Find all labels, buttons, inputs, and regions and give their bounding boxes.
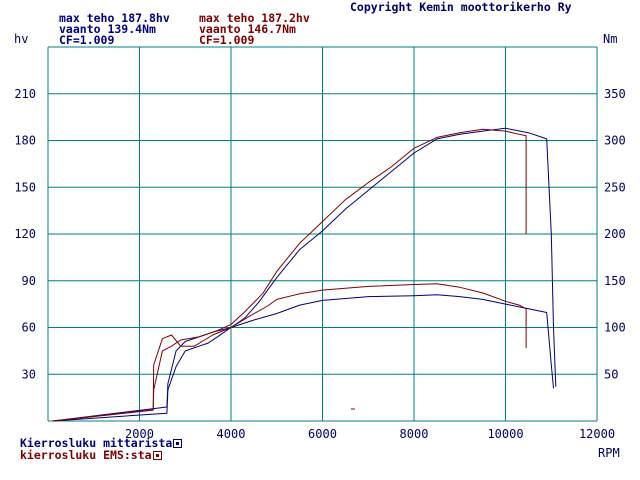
x-tick-label: 2000: [125, 427, 154, 441]
x-tick-label: 10000: [487, 427, 523, 441]
x-tick-label: 8000: [400, 427, 429, 441]
y-right-tick-label: 100: [604, 321, 626, 335]
y-right-tick-label: 150: [604, 274, 626, 288]
y-right-tick-label: 350: [604, 87, 626, 101]
y-left-tick-label: 150: [14, 180, 36, 194]
run2-max-power: max teho 187.2hv: [199, 11, 310, 25]
run2-torque: vaanto 146.7Nm: [199, 22, 296, 36]
y-left-tick-label: 120: [14, 227, 36, 241]
y-right-tick-label: 300: [604, 134, 626, 148]
y-left-tick-label: 210: [14, 87, 36, 101]
legend-item-ems[interactable]: kierrosluku EMS:sta: [20, 448, 162, 462]
meter-torque-line: [52, 294, 554, 422]
run2-cf: CF=1.009: [199, 33, 254, 47]
grid-lines: [48, 46, 597, 421]
y-left-tick-label: 30: [22, 367, 36, 381]
copyright-text: Copyright Kemin moottorikerho Ry: [350, 0, 572, 14]
y-left-axis-label: hv: [14, 32, 28, 46]
y-left-tick-label: 60: [22, 321, 36, 335]
run1-torque: vaanto 139.4Nm: [59, 22, 156, 36]
legend-label-ems: kierrosluku EMS:sta: [20, 448, 152, 462]
legend-label-meter: Kierrosluku mittarista: [20, 436, 173, 450]
ems-power-line: [52, 128, 527, 422]
y-right-axis-label: Nm: [603, 32, 617, 46]
y-right-tick-label: 250: [604, 180, 626, 194]
axes: [47, 47, 598, 422]
run1-max-power: max teho 187.8hv: [59, 11, 170, 25]
y-right-tick-label: 50: [604, 367, 618, 381]
ems-torque-line: [52, 283, 527, 422]
y-right-tick-label: 200: [604, 227, 626, 241]
y-left-tick-label: 180: [14, 134, 36, 148]
x-tick-label: 4000: [217, 427, 246, 441]
meter-power-line: [52, 127, 557, 422]
legend-item-meter[interactable]: Kierrosluku mittarista: [20, 436, 183, 450]
x-tick-label: 12000: [579, 427, 615, 441]
y-left-tick-label: 90: [22, 274, 36, 288]
series-lines: [52, 127, 557, 422]
square-target-icon[interactable]: [152, 451, 162, 460]
tick-labels: 2000 4000 6000 8000 10000 12000 30 60 90 120 150 18…: [14, 87, 625, 441]
x-tick-label: 6000: [308, 427, 337, 441]
run1-cf: CF=1.009: [59, 33, 114, 47]
x-axis-label: RPM: [598, 446, 620, 460]
square-target-icon[interactable]: [173, 439, 183, 448]
